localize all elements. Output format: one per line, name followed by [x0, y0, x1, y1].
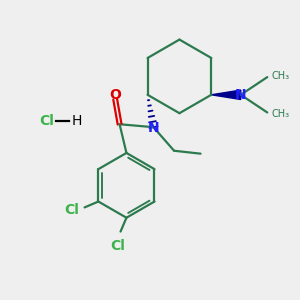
Text: CH₃: CH₃ [272, 109, 290, 119]
Text: CH₃: CH₃ [272, 71, 290, 81]
Text: Cl: Cl [110, 239, 125, 253]
Text: O: O [109, 88, 121, 102]
Text: N: N [148, 121, 159, 135]
Text: Cl: Cl [40, 114, 54, 128]
Text: H: H [71, 114, 82, 128]
Text: N: N [235, 88, 247, 102]
Polygon shape [211, 90, 241, 100]
Text: Cl: Cl [64, 203, 79, 218]
